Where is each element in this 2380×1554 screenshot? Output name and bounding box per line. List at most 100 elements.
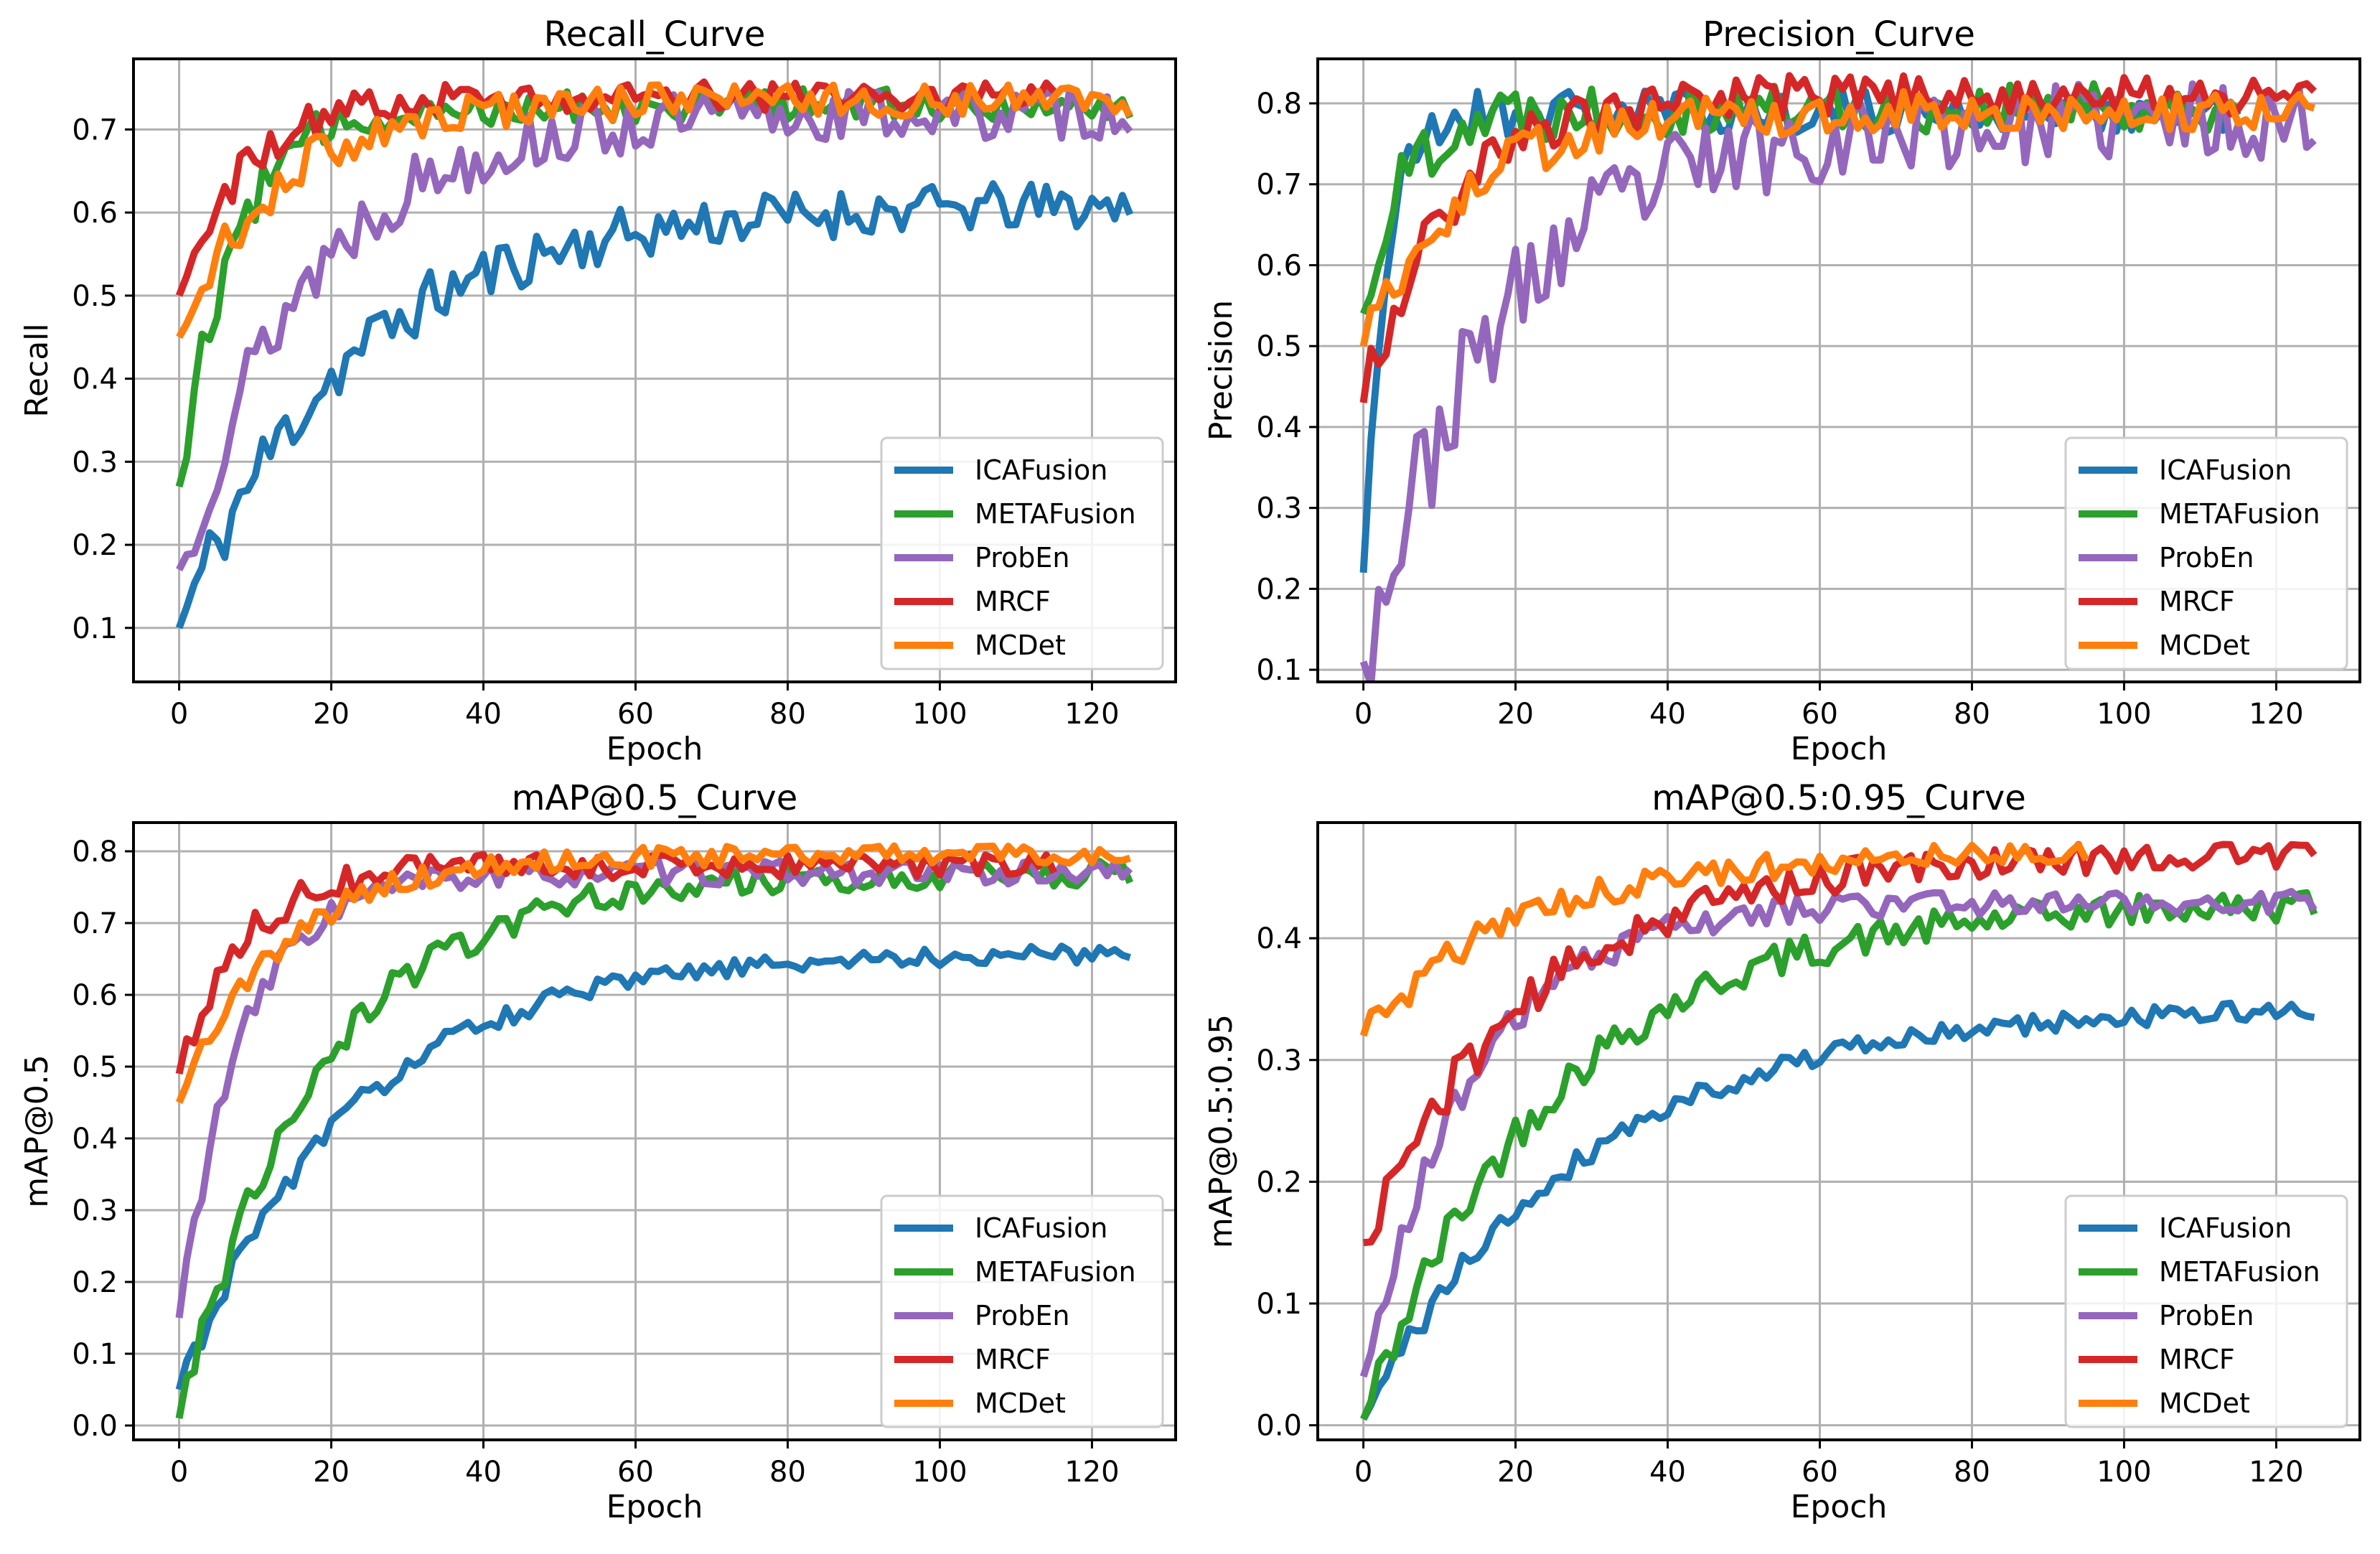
- y-tick-label: 0.2: [72, 529, 118, 562]
- x-tick-label: 20: [313, 1456, 350, 1489]
- x-tick-label: 100: [912, 1456, 967, 1489]
- chart-panel-1: 0 20 40 60 80 100 120 0.1 0.2 0.3 0.4 0.5 0.6 0.7 Reca…: [19, 14, 1177, 767]
- legend-label-mcdet: MCDet: [975, 629, 1066, 661]
- series-line-metafusion: [175, 85, 1134, 488]
- y-tick-label: 0.8: [72, 835, 118, 869]
- x-tick-label: 60: [1802, 1456, 1838, 1489]
- y-tick-label: 0.4: [72, 363, 118, 396]
- legend-box: [2064, 436, 2348, 670]
- y-tick-label: 0.7: [72, 907, 118, 940]
- y-axis-label: mAP@0.5: [19, 1054, 55, 1207]
- chart-panel-4: 0 20 40 60 80 100 120 0.0 0.1 0.2 0.3 0.4 mAP@0.5:0.…: [1203, 778, 2361, 1525]
- x-tick-label: 0: [1354, 1456, 1372, 1489]
- x-tick-label: 100: [2096, 1456, 2151, 1489]
- y-tick-label: 0.5: [72, 1051, 118, 1084]
- y-tick-label: 0.4: [72, 1123, 118, 1156]
- axes-frame: [1316, 821, 2361, 1441]
- y-axis-label: Precision: [1203, 300, 1240, 441]
- x-tick-label: 100: [2096, 698, 2151, 731]
- y-tick-label: 0.4: [1256, 922, 1302, 955]
- x-tick-label: 40: [1649, 1456, 1686, 1489]
- y-tick-label: 0.3: [72, 446, 118, 479]
- legend-label-proben: ProbEn: [975, 1300, 1070, 1331]
- series-line-mrcf: [1363, 841, 2318, 1247]
- legend-box: [880, 436, 1164, 670]
- x-tick-label: 40: [465, 698, 502, 731]
- legend-label-icafusion: ICAFusion: [975, 1212, 1107, 1244]
- axes-frame: [132, 821, 1177, 1441]
- y-tick-label: 0.2: [1256, 1166, 1302, 1199]
- y-tick-label: 0.2: [1256, 573, 1302, 606]
- y-tick-label: 0.1: [1256, 1288, 1302, 1321]
- x-tick-label: 80: [769, 698, 806, 731]
- legend: ICAFusion METAFusion ProbEn MRCF MCDet: [880, 1194, 1164, 1428]
- x-tick-label: 60: [617, 1456, 654, 1489]
- x-tick-label: 120: [2249, 698, 2303, 731]
- x-tick-label: 60: [1802, 698, 1838, 731]
- x-axis-label: Epoch: [1791, 1489, 1888, 1525]
- legend-label-mrcf: MRCF: [975, 1344, 1051, 1375]
- x-tick-label: 60: [617, 698, 654, 731]
- y-tick-label: 0.5: [72, 280, 118, 313]
- y-tick-label: 0.4: [1256, 411, 1302, 444]
- legend-label-metafusion: METAFusion: [2159, 498, 2320, 530]
- y-axis-label: Recall: [19, 323, 55, 417]
- legend-label-proben: ProbEn: [975, 542, 1070, 574]
- x-tick-label: 40: [1649, 698, 1686, 731]
- legend-label-metafusion: METAFusion: [2159, 1256, 2320, 1288]
- y-tick-label: 0.6: [72, 197, 118, 230]
- legend-label-mcdet: MCDet: [2159, 629, 2250, 661]
- chart-panel-3: 0 20 40 60 80 100 120 0.0 0.1 0.2 0.3 0.4 0.5 0.6 0.7 0…: [19, 778, 1177, 1525]
- x-tick-label: 0: [170, 1456, 188, 1489]
- y-tick-label: 0.0: [72, 1410, 118, 1443]
- y-tick-label: 0.8: [1256, 88, 1302, 121]
- series-line-mcdet: [176, 81, 1133, 340]
- legend-label-metafusion: METAFusion: [975, 1256, 1136, 1288]
- y-tick-label: 0.1: [1256, 654, 1302, 687]
- series-line-mcdet: [175, 842, 1131, 1104]
- y-tick-label: 0.3: [72, 1194, 118, 1227]
- axes-frame: [132, 57, 1177, 683]
- legend-label-mcdet: MCDet: [2159, 1387, 2250, 1419]
- chart-title: Recall_Curve: [544, 14, 766, 55]
- x-tick-label: 100: [912, 698, 967, 731]
- legend-box: [880, 1194, 1164, 1428]
- x-tick-label: 20: [1497, 1456, 1534, 1489]
- legend-label-proben: ProbEn: [2159, 542, 2254, 574]
- x-tick-label: 0: [1354, 698, 1372, 731]
- x-tick-label: 80: [1954, 698, 1990, 731]
- series-line-proben: [1359, 888, 2318, 1378]
- legend: ICAFusion METAFusion ProbEn MRCF MCDet: [880, 436, 1164, 670]
- chart-title: mAP@0.5_Curve: [512, 778, 797, 818]
- legend-label-icafusion: ICAFusion: [975, 454, 1107, 486]
- legend-label-proben: ProbEn: [2159, 1300, 2254, 1331]
- legend-label-icafusion: ICAFusion: [2159, 1212, 2292, 1244]
- y-tick-label: 0.6: [72, 979, 118, 1012]
- legend-label-metafusion: METAFusion: [975, 498, 1136, 530]
- x-axis-label: Epoch: [606, 1489, 703, 1525]
- series-line-icafusion: [1360, 999, 2315, 1421]
- y-tick-label: 0.3: [1256, 1044, 1302, 1077]
- y-tick-label: 0.3: [1256, 492, 1302, 525]
- x-tick-label: 120: [2249, 1456, 2303, 1489]
- x-tick-label: 20: [1497, 698, 1534, 731]
- y-tick-label: 0.5: [1256, 330, 1302, 363]
- legend: ICAFusion METAFusion ProbEn MRCF MCDet: [2064, 1194, 2348, 1428]
- x-axis-label: Epoch: [606, 731, 703, 767]
- legend-label-mrcf: MRCF: [2159, 1344, 2235, 1375]
- legend: ICAFusion METAFusion ProbEn MRCF MCDet: [2064, 436, 2348, 670]
- x-tick-label: 80: [1954, 1456, 1990, 1489]
- chart-title: mAP@0.5:0.95_Curve: [1652, 778, 2026, 818]
- x-tick-label: 0: [170, 698, 188, 731]
- y-tick-label: 0.0: [1256, 1410, 1302, 1443]
- series-line-mcdet: [1359, 841, 2089, 1037]
- y-tick-label: 0.7: [1256, 169, 1302, 202]
- y-tick-label: 0.1: [72, 612, 118, 645]
- y-tick-label: 0.6: [1256, 249, 1302, 282]
- series-line-mcdet: [1359, 88, 2315, 347]
- chart-title: Precision_Curve: [1702, 14, 1975, 55]
- y-axis-label: mAP@0.5:0.95: [1203, 1014, 1240, 1248]
- x-tick-label: 120: [1064, 698, 1119, 731]
- legend-label-mrcf: MRCF: [975, 586, 1051, 617]
